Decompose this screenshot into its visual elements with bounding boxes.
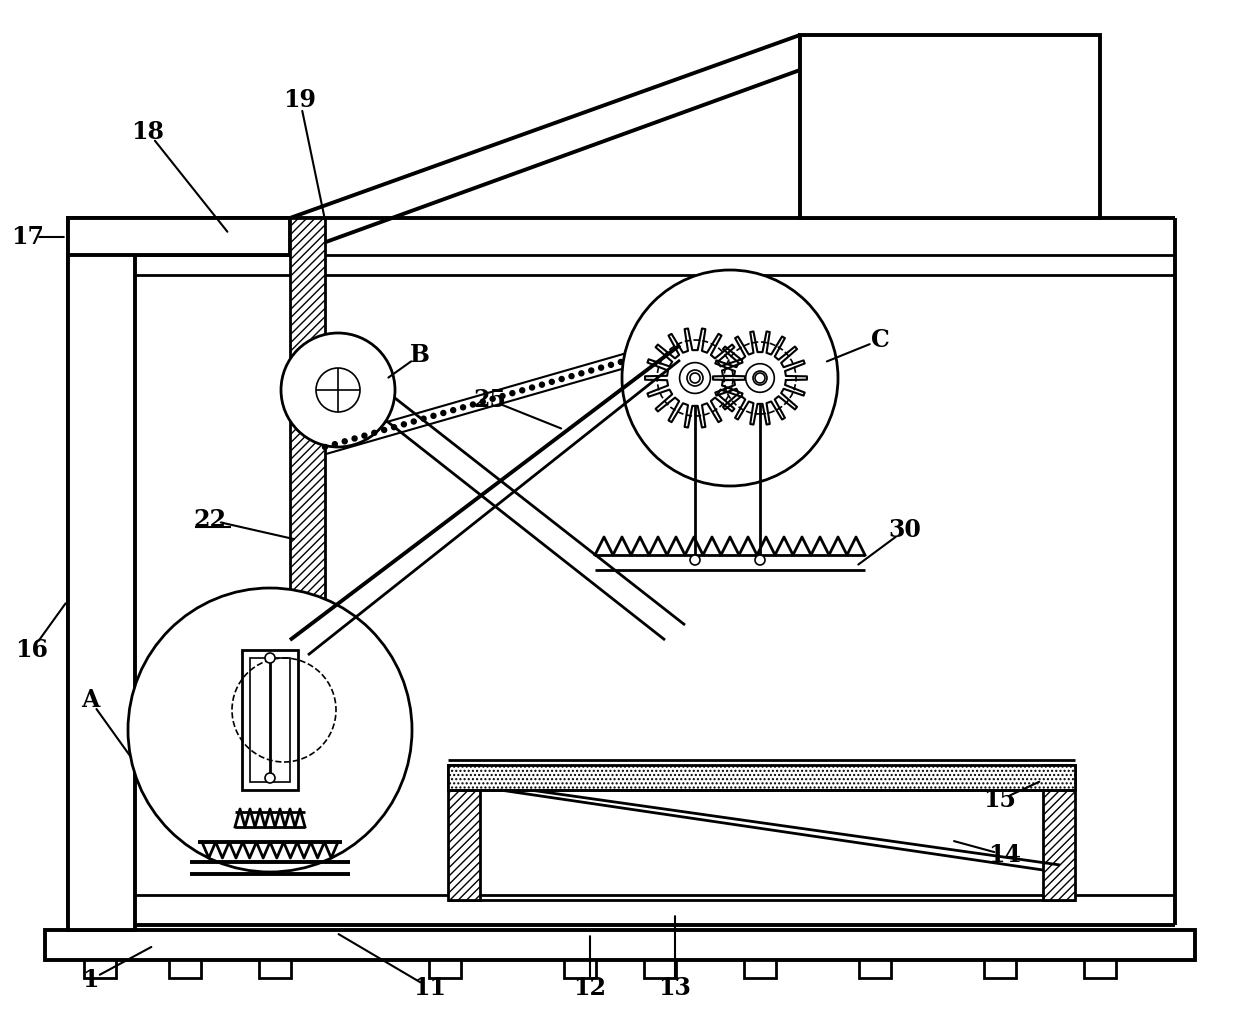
Circle shape — [392, 424, 397, 430]
Text: 13: 13 — [658, 976, 692, 1000]
Circle shape — [579, 371, 584, 376]
Circle shape — [322, 445, 327, 450]
Circle shape — [649, 350, 653, 356]
Circle shape — [450, 407, 455, 412]
Circle shape — [362, 434, 367, 439]
Circle shape — [529, 385, 534, 390]
Bar — [985, 960, 1016, 978]
Text: 1: 1 — [82, 968, 98, 992]
Bar — [744, 960, 776, 978]
Circle shape — [520, 388, 525, 393]
Bar — [800, 35, 1100, 218]
Text: C: C — [870, 328, 889, 352]
Circle shape — [667, 345, 672, 350]
Text: 15: 15 — [983, 788, 1017, 812]
Circle shape — [599, 365, 604, 370]
Circle shape — [687, 370, 703, 386]
Circle shape — [539, 382, 544, 387]
Text: 25: 25 — [474, 388, 506, 412]
Circle shape — [680, 363, 711, 393]
Bar — [290, 218, 325, 650]
Circle shape — [265, 773, 275, 783]
Bar — [564, 960, 596, 978]
Circle shape — [332, 442, 337, 447]
Circle shape — [619, 360, 624, 365]
Circle shape — [559, 377, 564, 382]
Circle shape — [432, 413, 436, 418]
Bar — [448, 765, 1075, 790]
Circle shape — [470, 402, 475, 407]
Bar — [45, 930, 1195, 960]
Circle shape — [382, 427, 387, 433]
Circle shape — [316, 368, 360, 412]
Circle shape — [639, 354, 644, 359]
Circle shape — [657, 348, 662, 354]
Circle shape — [422, 416, 427, 421]
Circle shape — [480, 399, 485, 404]
Text: 22: 22 — [193, 508, 227, 532]
Text: 17: 17 — [11, 225, 45, 249]
Text: 18: 18 — [131, 120, 165, 144]
Circle shape — [342, 439, 347, 444]
Circle shape — [460, 405, 465, 410]
Circle shape — [609, 363, 614, 368]
Circle shape — [755, 555, 765, 565]
Circle shape — [589, 368, 594, 373]
Bar — [429, 960, 461, 978]
Circle shape — [265, 653, 275, 663]
Circle shape — [352, 436, 357, 441]
Text: 19: 19 — [284, 88, 316, 112]
Circle shape — [490, 396, 495, 401]
Bar — [242, 650, 298, 790]
Text: 11: 11 — [413, 976, 446, 1000]
Circle shape — [441, 410, 446, 415]
Text: 12: 12 — [573, 976, 606, 1000]
Bar — [1043, 765, 1075, 900]
Bar — [169, 960, 201, 978]
Circle shape — [500, 393, 505, 398]
Text: B: B — [410, 343, 430, 367]
Bar — [68, 218, 135, 930]
Circle shape — [689, 555, 701, 565]
Circle shape — [372, 431, 377, 436]
Circle shape — [569, 374, 574, 379]
Bar — [859, 960, 892, 978]
Circle shape — [402, 421, 407, 426]
Circle shape — [549, 379, 554, 384]
Circle shape — [745, 364, 774, 392]
Circle shape — [753, 371, 768, 385]
Circle shape — [755, 373, 765, 383]
Circle shape — [622, 270, 838, 486]
Circle shape — [629, 357, 634, 362]
Circle shape — [689, 373, 701, 383]
Circle shape — [510, 391, 515, 396]
Text: 14: 14 — [988, 843, 1022, 867]
Bar — [644, 960, 676, 978]
Circle shape — [281, 333, 396, 447]
Circle shape — [128, 588, 412, 872]
Circle shape — [412, 419, 417, 424]
Bar — [1084, 960, 1116, 978]
Bar — [448, 765, 480, 900]
Text: 16: 16 — [15, 638, 48, 663]
Circle shape — [677, 342, 682, 347]
Bar — [68, 218, 290, 255]
Text: 30: 30 — [889, 518, 921, 542]
Text: A: A — [81, 688, 99, 712]
Bar — [259, 960, 291, 978]
Bar — [84, 960, 117, 978]
Bar — [250, 658, 290, 782]
